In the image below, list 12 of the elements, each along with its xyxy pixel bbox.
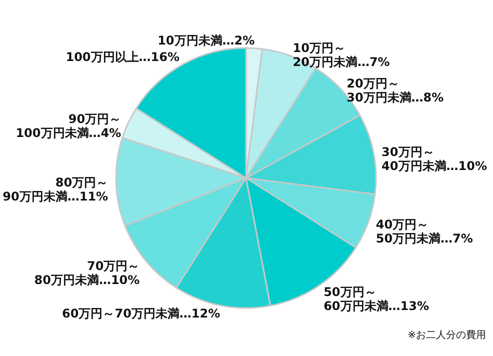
- slice-label: 20万円～ 30万円未満…8%: [346, 76, 444, 105]
- slice-label: 60万円～70万円未満…12%: [62, 306, 220, 321]
- slice-label: 10万円～ 20万円未満…7%: [292, 41, 390, 70]
- text: ※お二人分の費用: [408, 329, 486, 341]
- slice-label: 90万円～ 100万円未満…4%: [16, 112, 122, 140]
- slice-label: 40万円～ 50万円未満…7%: [376, 218, 473, 246]
- slice-label: 30万円～ 40万円未満…10%: [382, 145, 487, 174]
- slice-label: 50万円～ 60万円未満…13%: [324, 285, 429, 314]
- slice-label: 80万円～ 90万円未満…11%: [2, 175, 108, 204]
- slice-label: 100万円以上…16%: [66, 50, 180, 64]
- slice-label: 10万円未満…2%: [158, 33, 255, 48]
- slice-label: 70万円～ 80万円未満…10%: [34, 258, 140, 287]
